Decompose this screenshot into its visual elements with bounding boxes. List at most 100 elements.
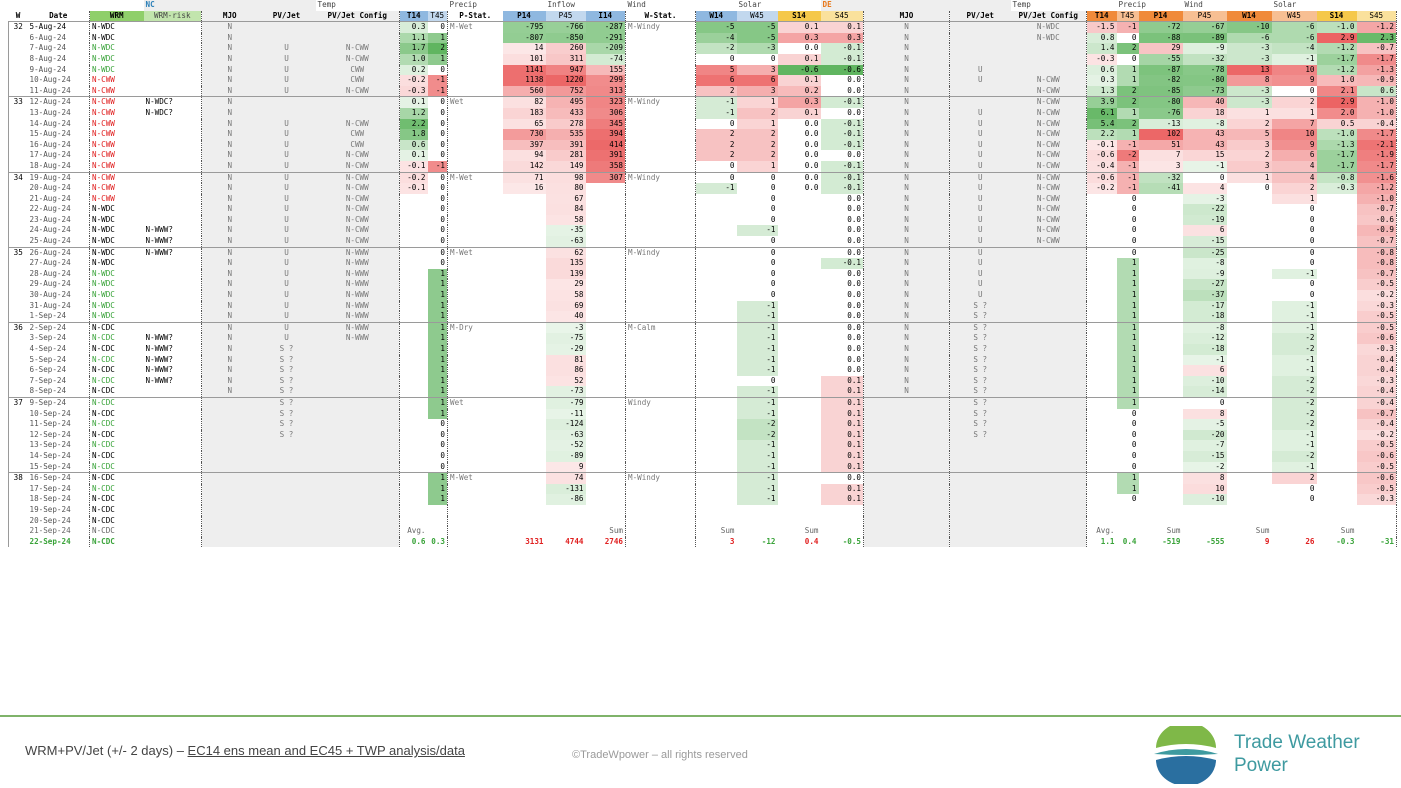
cell-w45: 0 [736, 171, 778, 184]
cell-de-pvjet [949, 494, 1011, 505]
cell-de-mjo [863, 396, 950, 409]
cell-mjo: N [201, 290, 258, 301]
cell-de-pvjet-config [1010, 483, 1087, 495]
cell-de-w14: 2 [1226, 118, 1272, 130]
cell-s45: 0.0 [820, 236, 864, 248]
cell-de-p14 [1139, 451, 1183, 462]
cell-de-t45: -1 [1116, 139, 1139, 151]
cell-pvjet [257, 515, 316, 527]
cell-date: 25-Aug-24 [27, 236, 90, 248]
cell-de-t14: 1.4 [1086, 43, 1117, 54]
header-spacer [201, 0, 316, 11]
cell-de-pvjet-config [1010, 290, 1087, 301]
cell-wstat [625, 375, 696, 387]
cell-de-w45: 9 [1271, 75, 1317, 86]
cell-de-mjo: N [863, 214, 950, 226]
column-header-p14: P14 [502, 10, 546, 23]
cell-s45: 0.0 [820, 321, 864, 334]
cell-t45: 0 [427, 225, 448, 237]
cell-pvjet-config: N-CWW [315, 118, 400, 130]
cell-p14 [502, 472, 546, 484]
cell-t45: 0 [427, 450, 448, 462]
table-row: 12-Sep-24 N-CDC S ? 0 -63 -2 0.1 S ? 0 -20 -1 -0.2 [8, 429, 1397, 441]
cell-de-pvjet-config: N-CWW [1010, 150, 1087, 161]
cell-wrm: N-WDC [92, 64, 115, 74]
cell-de-mjo: N [863, 290, 950, 301]
cell-wstat [625, 344, 696, 355]
cell-de-s45: -1.9 [1356, 150, 1397, 161]
cell-wstat [625, 461, 696, 473]
cell-de-t45: -1 [1116, 21, 1139, 33]
cell-de-s14: -1.2 [1316, 64, 1357, 76]
cell-date: 19-Aug-24 [27, 171, 90, 184]
footer-caption-link[interactable]: EC14 ens mean and EC45 + TWP analysis/da… [187, 743, 465, 758]
cell-de-s45: -0.4 [1356, 419, 1397, 430]
cell-de-s45: -1.0 [1356, 193, 1397, 205]
cell-de-t14 [1087, 290, 1117, 301]
cell-t14: -0.2 [399, 171, 428, 184]
cell-de-w14 [1227, 279, 1272, 290]
table-row: 19-Sep-24 N-CDC [8, 504, 1397, 516]
cell-de-pvjet-config [1010, 396, 1087, 409]
cell-wstat: M-Windy [625, 21, 696, 33]
cell-pstat [448, 344, 503, 355]
cell-w: 35 [8, 246, 28, 259]
table-row: 9-Aug-24 N-WDC N U CWW 0.2 0 1141 947 155 5 3 -0.6 -0… [8, 64, 1397, 76]
cell-de-w45: 0 [1309, 204, 1315, 214]
cell-p14 [503, 484, 546, 495]
cell-wrm-risk [143, 118, 202, 130]
cell-de-w45: 2 [1271, 472, 1317, 484]
cell-pvjet: U [257, 321, 316, 334]
cell-de-p14: 102 [1138, 129, 1183, 140]
cell-de-pvjet-config [1010, 43, 1087, 54]
cell-de-w45: 26 [1305, 536, 1315, 546]
cell-pvjet-config: N-WWW [315, 321, 400, 334]
cell-p14: 101 [502, 53, 546, 65]
cell-s45: 0.1 [820, 419, 864, 430]
cell-w45: -1 [736, 386, 778, 398]
cell-s45: 0.1 [820, 461, 864, 473]
cell-de-w45: -1 [1271, 440, 1317, 451]
cell-de-t14: -0.3 [1086, 53, 1117, 65]
cell-w45: 1 [736, 160, 778, 172]
cell-s45: 0.0 [820, 365, 864, 376]
cell-de-t14: 1.3 [1086, 85, 1117, 97]
cell-w [8, 139, 28, 151]
cell-t45: 0 [427, 96, 448, 108]
cell-p45: 135 [545, 258, 586, 269]
cell-de-s14 [1317, 204, 1357, 215]
cell-de-w14: 9 [1264, 536, 1270, 546]
cell-p14 [503, 516, 546, 527]
column-header-i14: I14 [585, 10, 626, 23]
cell-de-t14: 0.3 [1086, 75, 1117, 86]
cell-t45: 0 [427, 129, 448, 140]
cell-w [8, 214, 28, 226]
cell-de-s14 [1317, 505, 1357, 516]
cell-de-w45: -4 [1271, 43, 1317, 54]
cell-w45: 2 [736, 150, 778, 161]
cell-de-s45: 2.3 [1356, 32, 1397, 44]
cell-de-p14 [1139, 194, 1183, 205]
cell-de-pvjet [949, 96, 1011, 108]
cell-s14: 0.1 [777, 21, 821, 33]
cell-de-pvjet-config [1010, 344, 1087, 355]
table-row: 30-Aug-24 N-WDC N U N-WWW 1 58 0 0.0 N U 1 -37 0 -0.2 [8, 290, 1397, 301]
cell-de-s45: -2.1 [1356, 139, 1397, 151]
cell-i14 [585, 396, 626, 409]
cell-de-s14: 2.1 [1316, 85, 1357, 97]
cell-pvjet-config [315, 32, 400, 44]
cell-wrm-risk [143, 32, 202, 44]
cell-w45: 3 [736, 85, 778, 97]
cell-de-mjo: N [863, 365, 950, 376]
cell-p14: 1141 [502, 64, 546, 76]
cell-de-mjo: N [863, 204, 950, 215]
cell-wstat [625, 429, 696, 441]
group-label-wind: Wind [627, 0, 646, 9]
cell-de-s45: -0.8 [1356, 258, 1397, 269]
cell-de-w14 [1227, 376, 1272, 387]
cell-w14: 2 [695, 150, 737, 161]
cell-de-p45: -14 [1182, 386, 1227, 398]
cell-s45 [820, 504, 864, 516]
cell-pstat [448, 150, 503, 161]
cell-pstat [448, 258, 503, 269]
